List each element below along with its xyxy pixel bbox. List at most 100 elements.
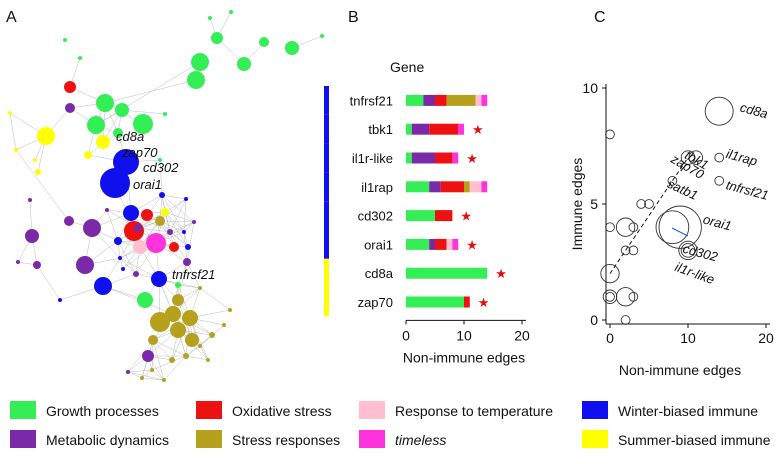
network-node-winter-37 (182, 230, 186, 234)
scatter-points (600, 96, 734, 325)
network-node-stress-63 (150, 312, 170, 332)
network-node-stress-64 (182, 310, 198, 326)
network-edge-98 (169, 198, 187, 233)
legend-label-temperature: Response to temperature (395, 403, 553, 419)
network-node-growth-26 (158, 158, 162, 162)
scatter-point-22 (628, 291, 639, 302)
network-node-metabolic-44 (83, 219, 101, 237)
bar-segment-tnfrsf21-oxidative (435, 94, 447, 106)
bar-tick-label-10: 10 (456, 327, 472, 343)
scatter-point-zap70 (680, 150, 696, 165)
group-indicator-cd8a (324, 258, 329, 288)
scatter-x-tick-label-10: 10 (680, 330, 696, 346)
network-edge-32 (159, 159, 163, 196)
network-node-growth-60 (137, 292, 153, 308)
bar-segment-tnfrsf21-temperature (475, 94, 482, 106)
legend-swatch-winter (582, 401, 608, 419)
scatter-y-tick-label-5: 5 (590, 196, 598, 212)
scatter-point-20 (605, 291, 615, 302)
bar-label-il1rap: il1rap (361, 180, 393, 195)
significance-star-zap70: ★ (478, 295, 490, 310)
bar-segment-tbk1-oxidative (429, 123, 459, 135)
bar-label-orai1: orai1 (364, 237, 393, 252)
scatter-point-tnfrsf21 (714, 175, 725, 186)
network-node-growth-81 (175, 282, 181, 288)
network-edge-202 (141, 377, 165, 381)
network-node-winter-43 (114, 237, 122, 245)
bar-segment-zap70-oxidative (464, 296, 470, 308)
network-node-winter-49 (94, 277, 112, 295)
bar-group-indicators (324, 86, 329, 317)
legend-label-stress: Stress responses (232, 432, 340, 448)
bar-x-axis-label: Non-immune edges (403, 349, 525, 365)
scatter-label-il1rap: il1rap (724, 146, 759, 169)
bar-label-zap70: zap70 (358, 295, 393, 310)
network-node-metabolic-45 (64, 216, 74, 226)
network-edge-204 (151, 369, 165, 381)
scatter-label-il1r-like: il1r-like (673, 259, 717, 287)
network-node-stress-79 (228, 308, 232, 312)
network-node-winter-50 (151, 271, 167, 287)
network-node-stress-78 (206, 358, 210, 362)
bar-segment-orai1-oxidative (435, 238, 447, 250)
network-node-stress-69 (169, 357, 175, 363)
scatter-point-18 (600, 263, 620, 284)
network-node-stress-72 (209, 332, 215, 338)
network-node-stress-70 (183, 353, 189, 359)
network-node-summer-28 (14, 148, 18, 152)
network-edge-99 (169, 221, 195, 233)
network-edge-67 (137, 211, 166, 229)
scatter-x-tick-label-20: 20 (758, 330, 774, 346)
network-node-stress-75 (222, 323, 226, 327)
bar-segment-tnfrsf21-metabolic (423, 94, 435, 106)
bar-segment-il1r-like-timeless (452, 152, 459, 164)
scatter-y-tick-label-0: 0 (590, 312, 598, 328)
network-node-growth-13 (87, 116, 105, 134)
significance-star-orai1: ★ (466, 237, 478, 252)
network-node-growth-8 (208, 16, 212, 20)
network-node-winter-20 (113, 149, 139, 175)
significance-star-cd302: ★ (460, 209, 472, 224)
bar-segment-tbk1-growth (406, 123, 412, 135)
network-edge-138 (161, 194, 195, 223)
network-node-metabolic-48 (76, 256, 94, 274)
scatter-point-11 (605, 222, 615, 233)
network-node-stress-66 (185, 333, 199, 347)
bar-label-il1r-like: il1r-like (352, 151, 393, 166)
network-edge-117 (106, 209, 119, 242)
network-edge-209 (104, 79, 197, 104)
network-node-summer-23 (8, 111, 12, 115)
network-edge-116 (117, 240, 137, 275)
network-edge-66 (164, 211, 195, 223)
scatter-point-16 (620, 245, 631, 256)
scatter-point-cd302 (678, 240, 698, 261)
network-node-metabolic-51 (133, 271, 139, 277)
network-node-growth-3 (259, 37, 269, 47)
bar-segment-il1rap-growth (406, 181, 430, 193)
network-node-stress-67 (148, 335, 158, 345)
network-node-metabolic-68 (142, 350, 154, 362)
panel-a-letter: A (6, 9, 17, 26)
legend-label-timeless: timeless (395, 432, 446, 448)
network-label-orai1: orai1 (133, 177, 162, 192)
bar-segment-orai1-temperature (446, 238, 453, 250)
network-node-growth-4 (285, 41, 299, 55)
bar-segments (406, 94, 488, 308)
network-edge-200 (141, 369, 153, 379)
scatter-point-14 (644, 199, 654, 209)
scatter-point-cd8a (704, 96, 734, 126)
network-node-growth-6 (229, 10, 233, 14)
scatter-point-il1rap (714, 152, 725, 163)
network-node-summer-18 (96, 135, 110, 149)
network-node-oxidative-33 (124, 221, 144, 241)
bar-segment-il1rap-timeless (481, 181, 488, 193)
bar-segment-tnfrsf21-growth (406, 94, 424, 106)
network-edge-208 (95, 61, 201, 126)
network-node-stress-61 (172, 294, 184, 306)
group-indicator-tbk1 (324, 114, 329, 144)
legend-label-oxidative: Oxidative stress (232, 403, 332, 419)
network-nodes (8, 10, 324, 382)
network-node-growth-9 (63, 38, 67, 42)
bar-segment-il1rap-temperature (469, 181, 482, 193)
